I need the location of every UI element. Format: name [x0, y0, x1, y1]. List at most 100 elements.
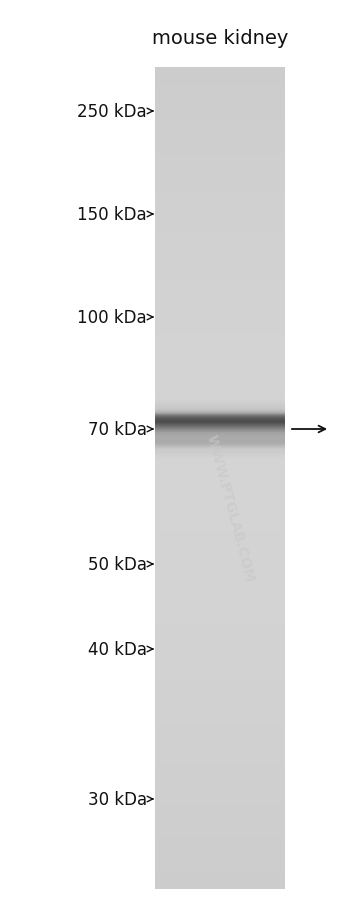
Bar	[155, 879, 285, 881]
Bar	[155, 125, 285, 127]
Bar	[155, 424, 285, 440]
Bar	[155, 372, 285, 373]
Bar	[155, 733, 285, 735]
Bar	[155, 445, 285, 461]
Bar	[155, 643, 285, 645]
Bar	[155, 384, 285, 386]
Bar	[155, 474, 285, 476]
Bar	[155, 80, 285, 82]
Bar	[155, 584, 285, 585]
Bar	[155, 167, 285, 169]
Bar	[155, 328, 285, 331]
Bar	[155, 388, 285, 391]
Bar	[155, 708, 285, 711]
Bar	[155, 563, 285, 565]
Bar	[155, 446, 285, 462]
Bar	[155, 745, 285, 748]
Bar	[155, 280, 285, 281]
Bar	[155, 661, 285, 663]
Bar	[155, 503, 285, 505]
Bar	[155, 261, 285, 263]
Bar	[155, 425, 285, 428]
Bar	[155, 676, 285, 677]
Bar	[155, 70, 285, 72]
Bar	[155, 320, 285, 322]
Bar	[155, 288, 285, 290]
Bar	[155, 655, 285, 657]
Bar	[155, 587, 285, 589]
Bar	[155, 269, 285, 272]
Bar	[155, 419, 285, 421]
Bar	[155, 417, 285, 433]
Bar	[155, 220, 285, 222]
Bar	[155, 867, 285, 869]
Bar	[155, 856, 285, 858]
Bar	[155, 731, 285, 733]
Bar	[155, 848, 285, 850]
Bar	[155, 483, 285, 484]
Bar	[155, 362, 285, 364]
Bar	[155, 542, 285, 544]
Bar	[155, 558, 285, 560]
Bar	[155, 357, 285, 359]
Bar	[155, 364, 285, 365]
Bar	[155, 431, 285, 447]
Text: WWW.PTGLAB.COM: WWW.PTGLAB.COM	[203, 433, 256, 584]
Bar	[155, 414, 285, 430]
Bar	[155, 432, 285, 448]
Text: 40 kDa: 40 kDa	[88, 640, 147, 658]
Bar	[155, 440, 285, 456]
Bar	[155, 273, 285, 275]
Bar	[155, 518, 285, 520]
Bar	[155, 739, 285, 741]
Bar	[155, 491, 285, 492]
Bar	[155, 594, 285, 595]
Bar	[155, 592, 285, 594]
Bar	[155, 400, 285, 417]
Bar	[155, 429, 285, 431]
Bar	[155, 408, 285, 424]
Text: 250 kDa: 250 kDa	[77, 103, 147, 121]
Bar	[155, 412, 285, 428]
Text: 70 kDa: 70 kDa	[88, 420, 147, 438]
Bar	[155, 540, 285, 542]
Bar	[155, 343, 285, 345]
Bar	[155, 466, 285, 468]
Bar	[155, 409, 285, 410]
Bar	[155, 318, 285, 320]
Bar	[155, 314, 285, 317]
Bar	[155, 283, 285, 286]
Bar	[155, 222, 285, 224]
Bar	[155, 606, 285, 608]
Bar	[155, 571, 285, 573]
Bar	[155, 458, 285, 460]
Bar	[155, 805, 285, 807]
Bar	[155, 684, 285, 686]
Bar	[155, 228, 285, 230]
Bar	[155, 444, 285, 446]
Bar	[155, 164, 285, 167]
Bar	[155, 177, 285, 179]
Bar	[155, 400, 285, 402]
Bar	[155, 170, 285, 172]
Bar	[155, 719, 285, 721]
Bar	[155, 394, 285, 410]
Bar	[155, 246, 285, 249]
Bar	[155, 423, 285, 425]
Bar	[155, 370, 285, 372]
Bar	[155, 846, 285, 848]
Bar	[155, 803, 285, 805]
Bar	[155, 291, 285, 294]
Bar	[155, 787, 285, 788]
Bar	[155, 304, 285, 306]
Bar	[155, 470, 285, 473]
Bar	[155, 105, 285, 107]
Bar	[155, 298, 285, 299]
Bar	[155, 396, 285, 399]
Bar	[155, 217, 285, 220]
Bar	[155, 639, 285, 640]
Bar	[155, 263, 285, 265]
Bar	[155, 277, 285, 280]
Bar	[155, 179, 285, 180]
Bar	[155, 447, 285, 450]
